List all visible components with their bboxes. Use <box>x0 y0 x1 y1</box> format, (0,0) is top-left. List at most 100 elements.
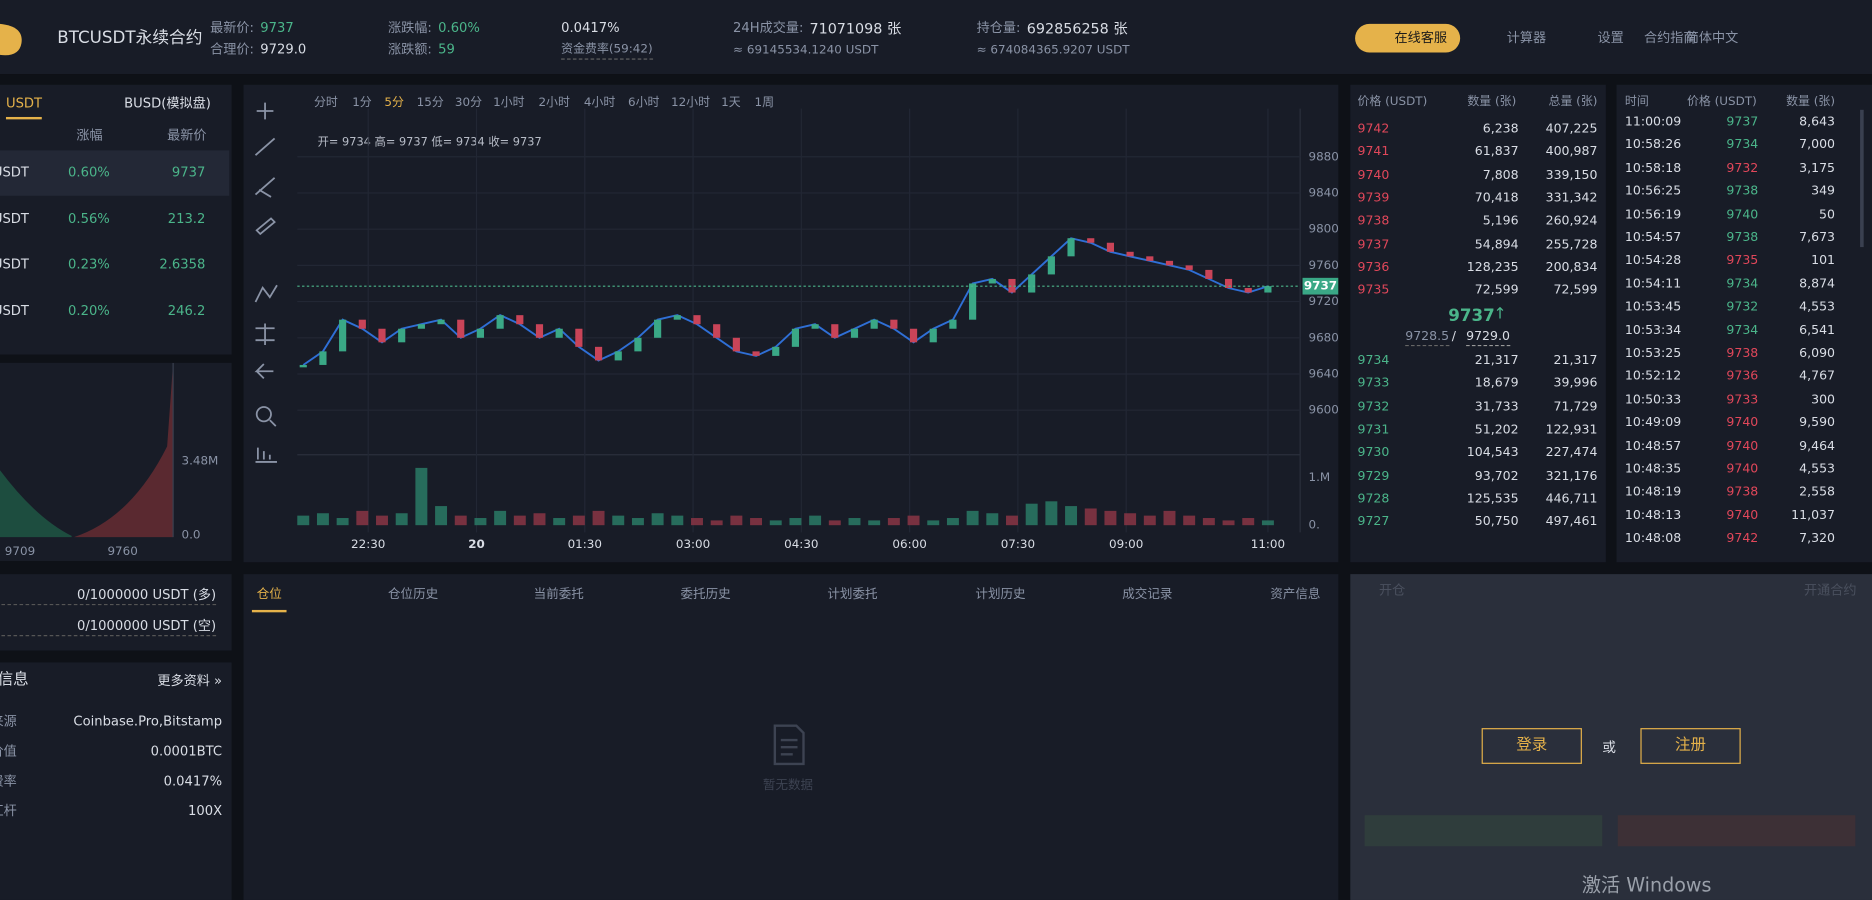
row-highlight <box>0 150 230 196</box>
volume-bar <box>592 510 605 526</box>
price-chart: 9880 9840 9800 9760 9720 9680 9640 9600 22:30 20 0… <box>297 108 1338 551</box>
market-symbol[interactable]: USDT <box>0 164 29 181</box>
label: 6,541 <box>1799 322 1836 338</box>
volume-bar <box>316 513 329 526</box>
volume-bar <box>809 515 822 526</box>
tab[interactable]: 委托历史 <box>680 587 731 602</box>
candle-body <box>850 328 859 338</box>
book-price[interactable]: 9732 <box>1357 399 1390 414</box>
label: 9728.5 <box>1405 328 1450 347</box>
tab[interactable]: 仓位 <box>251 586 287 613</box>
book-price[interactable]: 9729 <box>1357 468 1390 483</box>
tab[interactable]: 资产信息 <box>1270 587 1321 602</box>
label: 2,558 <box>1799 485 1836 500</box>
book-price[interactable]: 9740 <box>1357 167 1390 183</box>
tab[interactable]: 开仓 <box>1378 582 1406 598</box>
link[interactable]: 开通合约 <box>1803 582 1857 598</box>
label: 692856258 张 <box>1026 20 1128 38</box>
tab[interactable]: 计划委托 <box>827 587 878 602</box>
interval[interactable]: 1周 <box>754 96 775 110</box>
register-text[interactable]: 注册 <box>1675 736 1707 755</box>
label: 0.60% <box>438 20 480 36</box>
volume-bar <box>1202 518 1215 526</box>
label: 260,924 <box>1545 213 1598 229</box>
candle-body <box>378 328 386 343</box>
support-text[interactable]: 在线客服 <box>1394 29 1448 46</box>
book-price[interactable]: 9742 <box>1357 121 1390 137</box>
nav-link[interactable]: 合约指南 <box>1644 29 1697 46</box>
book-price[interactable]: 9739 <box>1357 190 1390 206</box>
candle-body <box>1224 278 1233 289</box>
book-price[interactable]: 9736 <box>1357 259 1390 275</box>
login-button[interactable] <box>1481 728 1582 764</box>
book-price[interactable]: 9731 <box>1357 422 1390 437</box>
interval[interactable]: 6小时 <box>627 96 660 110</box>
book-price[interactable]: 9738 <box>1357 213 1390 229</box>
candle-body <box>1165 260 1174 266</box>
tab[interactable]: 成交记录 <box>1122 587 1173 602</box>
label: 10:48:35 <box>1624 461 1682 477</box>
label: 0/1000000 USDT (多) <box>0 587 216 606</box>
label: 39,996 <box>1553 376 1598 391</box>
interval[interactable]: 30分 <box>454 96 483 110</box>
label: 227,474 <box>1545 445 1598 460</box>
label: 9740 <box>1726 508 1759 523</box>
support-button[interactable] <box>1355 23 1461 53</box>
tab[interactable]: 当前委托 <box>533 587 584 602</box>
label: 54,894 <box>1474 236 1519 252</box>
interval[interactable]: 15分 <box>416 96 444 110</box>
book-price[interactable]: 9735 <box>1357 282 1390 298</box>
label: 最新价: <box>210 20 254 36</box>
volume-bar <box>750 518 763 526</box>
book-price[interactable]: 9734 <box>1357 353 1390 368</box>
interval[interactable]: 5分 <box>384 96 404 110</box>
tab[interactable]: 计划历史 <box>975 587 1026 602</box>
nav-link[interactable]: 简体中文 <box>1685 29 1739 46</box>
label: 9734 <box>1726 322 1759 338</box>
more-link[interactable]: 更多资料 » <box>157 673 223 689</box>
interval[interactable]: 2小时 <box>538 96 570 110</box>
label: 31,733 <box>1474 399 1519 414</box>
volume-bar <box>946 518 959 526</box>
label: ≈ 674084365.9207 USDT <box>976 44 1130 58</box>
candle-body <box>1106 242 1115 252</box>
register-button[interactable] <box>1640 728 1741 764</box>
draw-tools[interactable] <box>245 90 290 520</box>
candle-body <box>1087 238 1095 243</box>
login-text[interactable]: 登录 <box>1516 736 1548 755</box>
label: 9738 <box>1726 346 1759 361</box>
tab[interactable]: BUSD(模拟盘) <box>124 95 211 112</box>
candle-body <box>1146 256 1154 261</box>
tab[interactable]: 仓位历史 <box>388 587 439 602</box>
interval[interactable]: 1天 <box>721 96 741 110</box>
label: 8,874 <box>1799 276 1836 291</box>
market-symbol[interactable]: USDT <box>0 303 29 319</box>
label: 71071098 张 <box>809 20 902 38</box>
interval[interactable]: 1分 <box>352 96 372 110</box>
market-symbol[interactable]: USDT <box>0 210 29 227</box>
nav-link[interactable]: 设置 <box>1597 29 1624 46</box>
label: 213.2 <box>167 210 206 227</box>
label: 9742 <box>1726 531 1759 546</box>
market-symbol[interactable]: USDT <box>0 257 29 273</box>
label: 0/1000000 USDT (空) <box>0 618 216 637</box>
nav-link[interactable]: 计算器 <box>1506 29 1547 46</box>
candle-body <box>339 319 347 352</box>
book-price[interactable]: 9728 <box>1357 491 1390 506</box>
x-tick-label: 11:00 <box>1251 537 1285 551</box>
book-price[interactable]: 9733 <box>1357 376 1390 391</box>
interval[interactable]: 12小时 <box>670 96 711 110</box>
volume-bar <box>1065 506 1078 526</box>
interval[interactable]: 1小时 <box>493 96 525 110</box>
label: ≈ 69145534.1240 USDT <box>733 44 879 58</box>
interval[interactable]: 4小时 <box>583 96 616 110</box>
tab[interactable]: USDT <box>5 95 43 120</box>
label: 10:52:12 <box>1624 369 1682 384</box>
book-price[interactable]: 9727 <box>1357 514 1390 529</box>
book-price[interactable]: 9737 <box>1357 236 1390 252</box>
label: 涨幅 <box>76 127 103 144</box>
label: 10:48:13 <box>1624 508 1682 523</box>
book-price[interactable]: 9730 <box>1357 445 1390 460</box>
book-price[interactable]: 9741 <box>1357 144 1390 160</box>
interval[interactable]: 分时 <box>313 96 338 110</box>
